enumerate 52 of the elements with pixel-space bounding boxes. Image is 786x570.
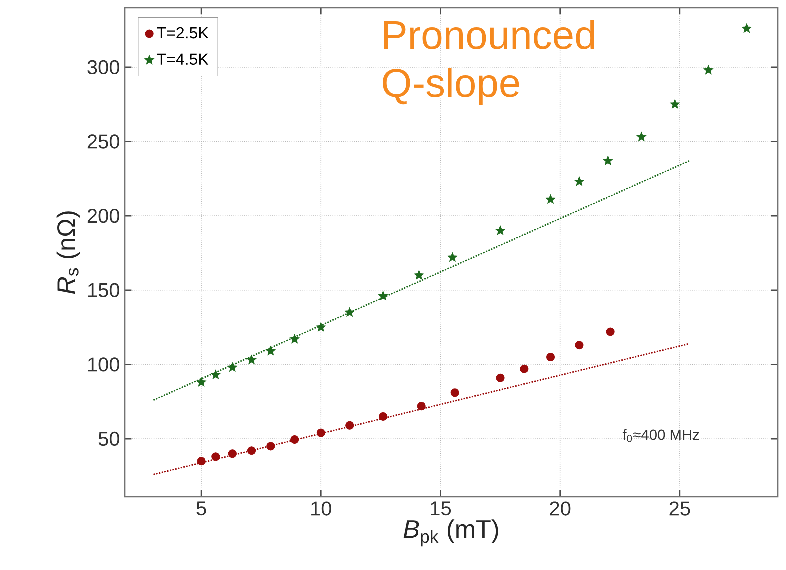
point (345, 308, 355, 317)
x-tick-label: 15 (431, 502, 452, 516)
point (228, 362, 238, 372)
point (414, 270, 424, 280)
point (574, 176, 584, 186)
y-axis-title: R$_{s}$ (nΩ) (56, 212, 80, 294)
y-tick-label: 50 (98, 432, 120, 446)
legend-label: T=4.5K (157, 54, 209, 66)
x-tick-label: 20 (550, 502, 571, 516)
point (670, 100, 680, 109)
point (196, 377, 206, 387)
x-axis-title: B$_{pk}$ (mT) (404, 520, 498, 547)
point (546, 353, 556, 362)
point (496, 226, 506, 236)
point (248, 446, 256, 456)
y-tick-label: 200 (88, 208, 120, 224)
point (546, 194, 556, 204)
point (211, 370, 221, 380)
y-tick-label: 150 (88, 283, 120, 298)
y-tick-label: 100 (88, 358, 120, 372)
point (520, 364, 529, 374)
point (290, 334, 300, 344)
y-tick-label: 300 (88, 60, 120, 75)
point (290, 435, 300, 444)
x-tick-label: 5 (196, 502, 206, 516)
point (346, 421, 354, 430)
point (704, 65, 714, 75)
point (228, 450, 237, 458)
point (450, 388, 460, 398)
point (417, 402, 426, 411)
point (575, 341, 584, 350)
point (603, 156, 614, 166)
point (246, 355, 257, 364)
point (266, 442, 276, 451)
point (197, 457, 206, 466)
point (266, 346, 276, 356)
point (316, 428, 326, 438)
y-tick-label: 250 (88, 134, 120, 149)
point (606, 328, 615, 336)
point (212, 452, 220, 462)
annotation: f$_{0}$≈400 MHz (622, 429, 700, 442)
annotation: Pronounced Q-slope (383, 20, 594, 106)
point (379, 412, 388, 421)
point (316, 322, 326, 332)
x-tick-label: 25 (670, 502, 690, 516)
point (378, 291, 388, 300)
point (636, 132, 646, 142)
x-tick-label: 10 (312, 502, 332, 516)
point (742, 24, 752, 33)
point (496, 374, 505, 382)
point (448, 252, 458, 262)
legend-label: T=2.5K (157, 27, 209, 39)
